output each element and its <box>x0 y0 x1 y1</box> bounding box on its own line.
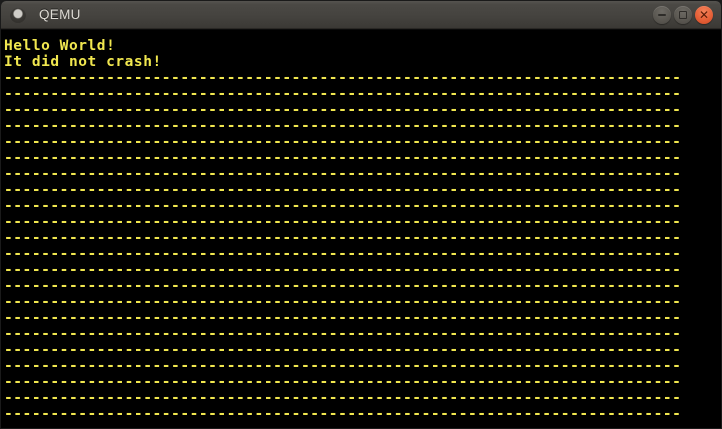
terminal-line: Hello World! <box>4 38 116 54</box>
terminal-console: Hello World! It did not crash! -----------… <box>4 38 721 428</box>
terminal-line: ----------------------------------------… <box>4 278 682 294</box>
close-icon: ✕ <box>698 7 710 22</box>
terminal-line: ----------------------------------------… <box>4 390 682 406</box>
terminal-line: ----------------------------------------… <box>4 150 682 166</box>
terminal-line: ----------------------------------------… <box>4 246 682 262</box>
terminal-line: ----------------------------------------… <box>4 166 682 182</box>
terminal-line: ----------------------------------------… <box>4 70 682 86</box>
maximize-icon <box>674 6 692 24</box>
terminal-line: ----------------------------------------… <box>4 198 682 214</box>
terminal-line: ----------------------------------------… <box>4 86 682 102</box>
window-titlebar[interactable]: QEMU ✕ <box>1 1 721 29</box>
terminal-line: It did not crash! <box>4 54 162 70</box>
terminal-line: ----------------------------------------… <box>4 406 682 422</box>
terminal-line: ----------------------------------------… <box>4 182 682 198</box>
terminal-line: ----------------------------------------… <box>4 342 682 358</box>
terminal-line: ----------------------------------------… <box>4 294 682 310</box>
terminal-line: ----------------------------------------… <box>4 118 682 134</box>
terminal-line: ----------------------------------------… <box>4 230 682 246</box>
terminal-line: ---------------- <box>4 422 721 428</box>
window-controls: ✕ <box>653 5 717 24</box>
terminal-line: ----------------------------------------… <box>4 326 682 342</box>
terminal-line: ----------------------------------------… <box>4 214 682 230</box>
window-title: QEMU <box>39 7 81 22</box>
terminal-line: ----------------------------------------… <box>4 374 682 390</box>
terminal-line: ----------------------------------------… <box>4 102 682 118</box>
terminal-line: ----------------------------------------… <box>4 262 682 278</box>
minimize-button[interactable] <box>653 5 671 24</box>
close-button[interactable]: ✕ <box>695 5 713 24</box>
qemu-display[interactable]: Hello World! It did not crash! -----------… <box>1 29 721 428</box>
minimize-icon <box>653 6 671 24</box>
terminal-line: ----------------------------------------… <box>4 310 682 326</box>
terminal-line: ----------------------------------------… <box>4 134 682 150</box>
qemu-disc-icon <box>10 6 26 23</box>
terminal-line: ----------------------------------------… <box>4 358 682 374</box>
maximize-button[interactable] <box>674 5 692 24</box>
